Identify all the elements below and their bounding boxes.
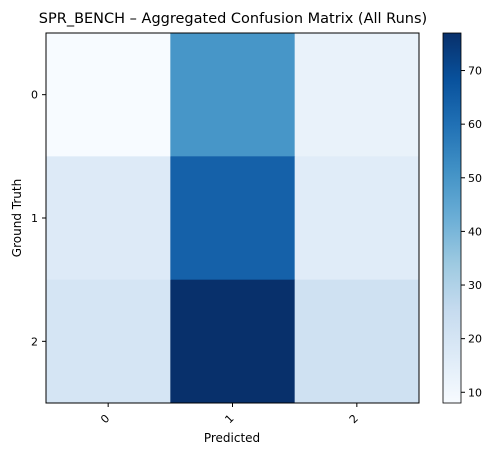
chart-title: SPR_BENCH – Aggregated Confusion Matrix … bbox=[39, 11, 427, 27]
colorbar bbox=[442, 32, 462, 404]
colorbar-ticks: 10 20 30 40 50 60 70 bbox=[461, 65, 482, 399]
heatmap-cell-r1-c0 bbox=[46, 156, 171, 281]
x-tick-label: 1 bbox=[222, 412, 236, 426]
heatmap-cell-r1-c2 bbox=[294, 156, 420, 281]
y-axis-label: Ground Truth bbox=[10, 179, 24, 257]
heatmap-cell-r0-c0 bbox=[46, 33, 171, 157]
heatmap-cell-r2-c0 bbox=[46, 279, 171, 404]
colorbar-tick-label: 10 bbox=[468, 386, 482, 399]
heatmap-cells bbox=[46, 33, 420, 404]
x-axis-ticks: 0 1 2 bbox=[98, 403, 361, 426]
colorbar-tick-label: 60 bbox=[468, 118, 482, 131]
colorbar-tick-label: 20 bbox=[468, 333, 482, 346]
colorbar-tick-label: 50 bbox=[468, 172, 482, 185]
heatmap-cell-r1-c1 bbox=[170, 156, 296, 281]
colorbar-tick-label: 40 bbox=[468, 225, 482, 238]
x-tick-label: 2 bbox=[347, 412, 361, 426]
x-axis-label: Predicted bbox=[204, 431, 260, 445]
heatmap-cell-r0-c2 bbox=[294, 33, 420, 157]
colorbar-tick-label: 70 bbox=[468, 65, 482, 78]
y-tick-label: 2 bbox=[31, 335, 38, 348]
x-tick-label: 0 bbox=[98, 412, 112, 426]
heatmap-cell-r2-c2 bbox=[294, 279, 420, 404]
y-tick-label: 1 bbox=[31, 212, 38, 225]
heatmap-cell-r2-c1 bbox=[170, 279, 296, 404]
colorbar-tick-label: 30 bbox=[468, 279, 482, 292]
heatmap-cell-r0-c1 bbox=[170, 33, 296, 157]
y-tick-label: 0 bbox=[31, 89, 38, 102]
y-axis-ticks: 0 1 2 bbox=[31, 89, 46, 348]
